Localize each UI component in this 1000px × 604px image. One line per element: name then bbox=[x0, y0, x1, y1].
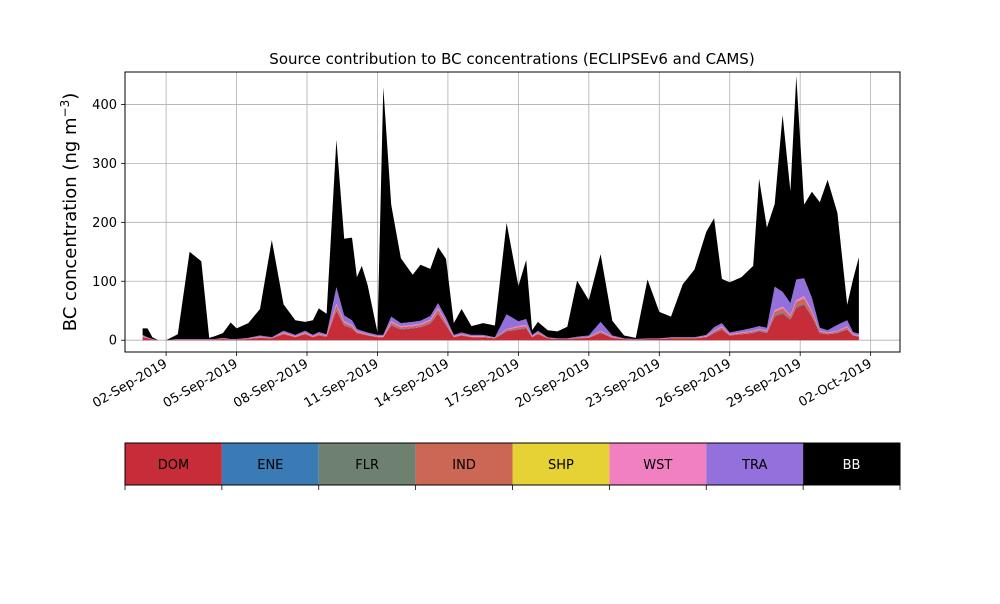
area-bb bbox=[142, 76, 859, 341]
x-tick-label: 02-Sep-2019 bbox=[90, 356, 170, 411]
legend-label-bb: BB bbox=[843, 458, 861, 473]
chart-title: Source contribution to BC concentrations… bbox=[269, 50, 754, 68]
x-tick-label: 14-Sep-2019 bbox=[372, 356, 452, 411]
legend-swatch-ene bbox=[221, 443, 319, 485]
x-tick-label: 08-Sep-2019 bbox=[231, 356, 311, 411]
x-axis: 02-Sep-201905-Sep-201908-Sep-201911-Sep-… bbox=[90, 352, 875, 411]
y-tick-label: 300 bbox=[92, 157, 117, 172]
x-tick-label: 11-Sep-2019 bbox=[302, 356, 382, 411]
x-tick-label: 29-Sep-2019 bbox=[724, 356, 804, 411]
x-tick-label: 05-Sep-2019 bbox=[161, 356, 241, 411]
legend-label-wst: WST bbox=[643, 458, 672, 473]
plot-frame bbox=[124, 71, 901, 353]
legend: DOM ENE FLR IND SHP WST TRA BB bbox=[124, 442, 901, 490]
legend-label-shp: SHP bbox=[548, 458, 574, 473]
legend-label-dom: DOM bbox=[158, 458, 189, 473]
legend-swatch-shp bbox=[512, 443, 610, 485]
y-tick-label: 100 bbox=[92, 275, 117, 290]
legend-swatch-dom bbox=[125, 443, 222, 485]
stacked-areas bbox=[142, 76, 859, 341]
legend-swatch-tra bbox=[706, 443, 804, 485]
x-tick-label: 23-Sep-2019 bbox=[583, 356, 663, 411]
x-tick-label: 17-Sep-2019 bbox=[443, 356, 523, 411]
legend-label-tra: TRA bbox=[741, 458, 767, 473]
x-tick-label: 26-Sep-2019 bbox=[654, 356, 734, 411]
area-dom bbox=[142, 304, 859, 341]
legend-label-ind: IND bbox=[452, 458, 476, 473]
y-tick-label: 0 bbox=[109, 334, 117, 349]
legend-swatch-bb bbox=[803, 443, 900, 485]
x-tick-label: 20-Sep-2019 bbox=[513, 356, 593, 411]
area-tra bbox=[142, 278, 859, 341]
legend-swatch-flr bbox=[318, 443, 416, 485]
y-axis: 0 100 200 300 400 bbox=[92, 98, 125, 349]
y-axis-label: BC concentration (ng m−3) bbox=[58, 93, 81, 332]
y-tick-label: 200 bbox=[92, 216, 117, 231]
y-tick-label: 400 bbox=[92, 98, 117, 113]
legend-swatch-ind bbox=[415, 443, 513, 485]
legend-label-ene: ENE bbox=[257, 458, 283, 473]
x-tick-label: 02-Oct-2019 bbox=[796, 356, 874, 410]
legend-swatch-wst bbox=[609, 443, 707, 485]
legend-label-flr: FLR bbox=[355, 458, 379, 473]
